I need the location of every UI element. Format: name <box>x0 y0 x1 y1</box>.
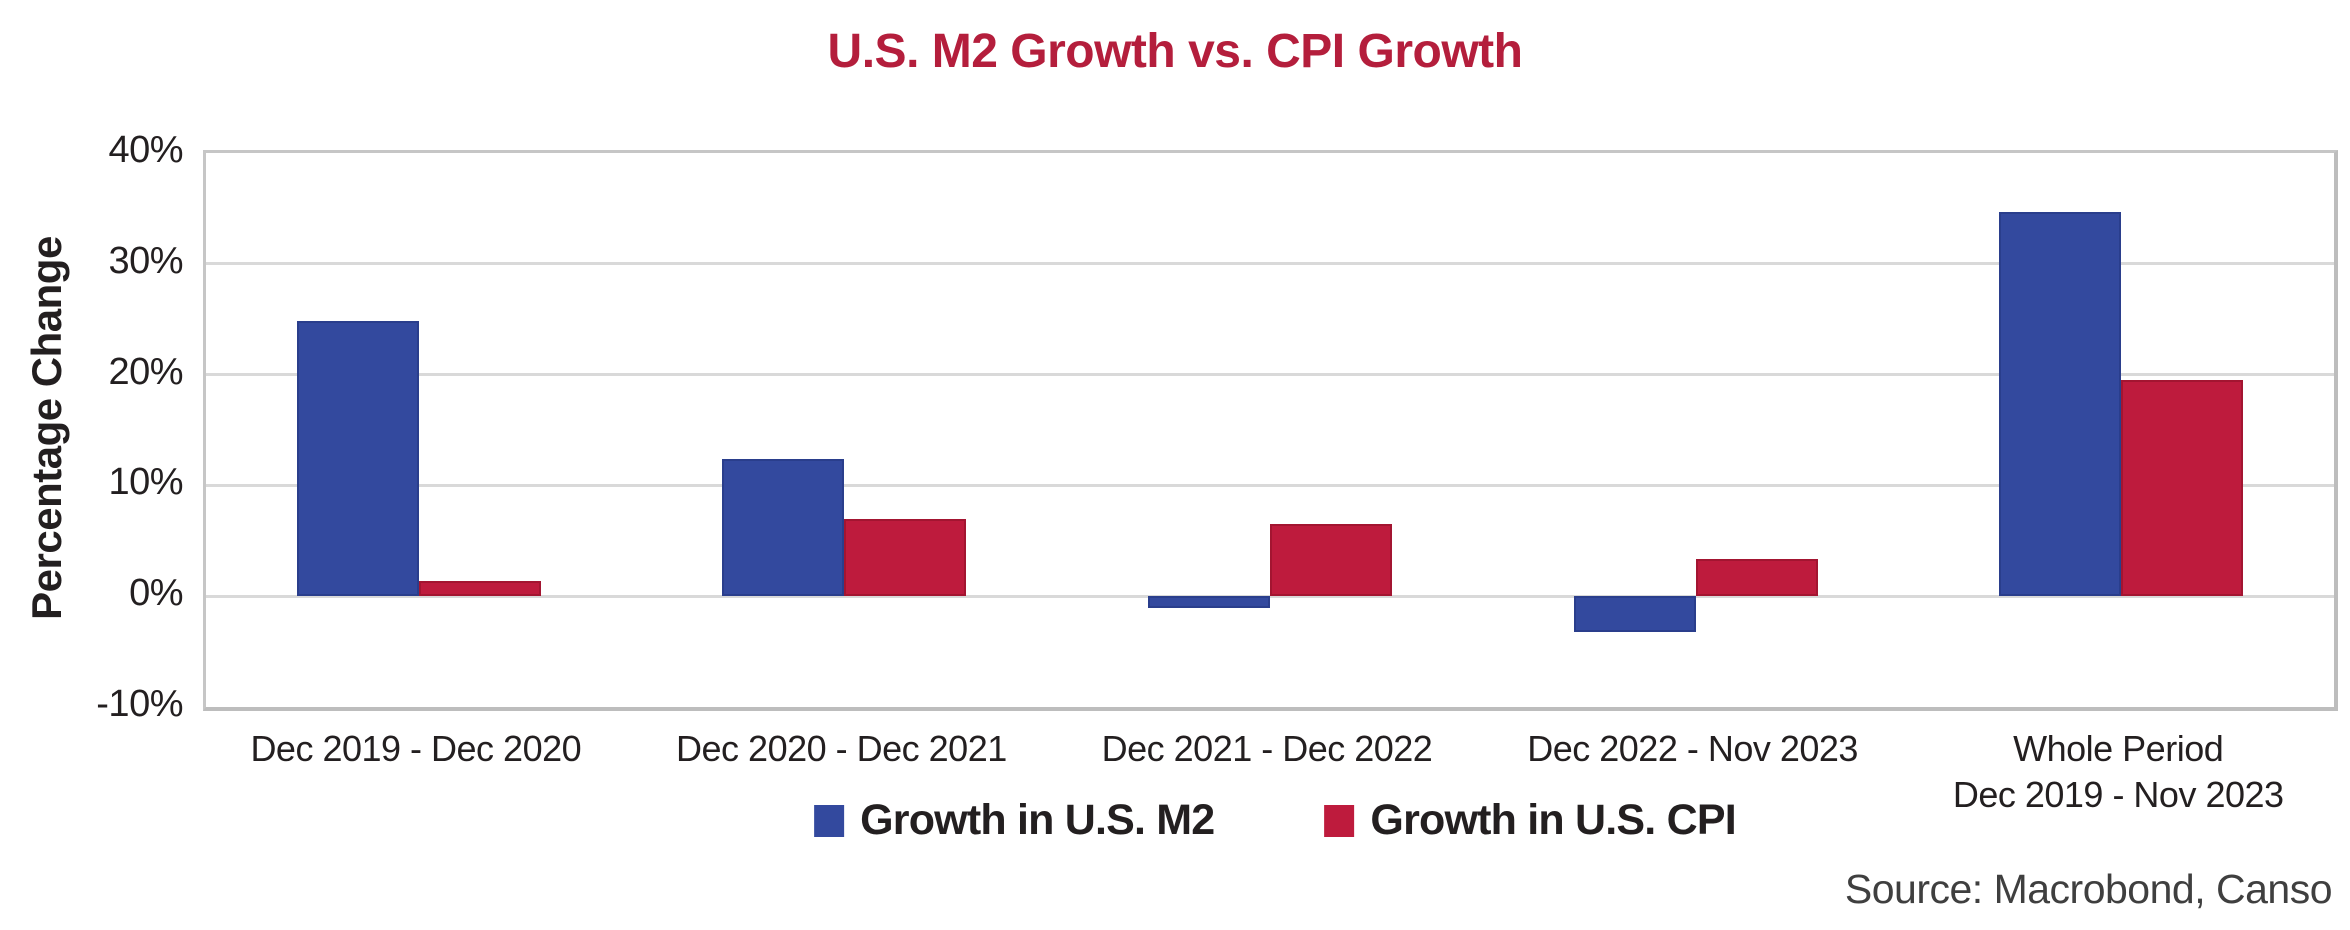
source-text: Source: Macrobond, Canso <box>1844 866 2333 912</box>
legend-swatch-icon <box>1324 804 1355 837</box>
y-tick-label-10: 10% <box>108 461 183 504</box>
chart-title: U.S. M2 Growth vs. CPI Growth <box>827 25 1523 78</box>
bar-cpi-group4 <box>1695 558 1818 597</box>
x-label-line: Dec 2022 - Nov 2023 <box>1527 728 1858 769</box>
bar-cpi-group5 <box>2121 380 2244 597</box>
x-label-line: Dec 2019 - Dec 2020 <box>250 728 582 769</box>
bar-cpi-group1 <box>418 580 541 597</box>
x-label-line: Dec 2021 - Dec 2022 <box>1101 728 1433 769</box>
x-category-label-3: Dec 2021 - Dec 2022 <box>1054 726 1480 772</box>
y-tick-label-40: 40% <box>108 129 183 171</box>
x-category-label-1: Dec 2019 - Dec 2020 <box>203 726 629 772</box>
gridline-0 <box>206 594 2334 598</box>
bar-cpi-group3 <box>1270 524 1392 597</box>
x-category-label-4: Dec 2022 - Nov 2023 <box>1480 726 1906 772</box>
bar-m2-group1 <box>296 321 419 597</box>
bar-cpi-group2 <box>844 518 967 597</box>
gridline-30 <box>206 262 2334 266</box>
legend-swatch-icon <box>814 804 845 837</box>
x-label-line: Dec 2020 - Dec 2021 <box>676 728 1007 769</box>
x-label-line: Whole Period <box>2013 728 2224 769</box>
y-tick-label-0: 0% <box>129 572 183 615</box>
bar-m2-group3 <box>1148 596 1270 609</box>
y-axis-title: Percentage Change <box>23 236 70 620</box>
plot-area <box>203 150 2338 711</box>
gridline-10 <box>206 483 2334 487</box>
y-tick-label-20: 20% <box>108 350 183 393</box>
bar-m2-group4 <box>1573 596 1696 632</box>
y-tick-label--10: -10% <box>96 683 183 725</box>
gridline-20 <box>206 373 2334 377</box>
legend-label: Growth in U.S. M2 <box>860 796 1215 844</box>
legend-item-m2: Growth in U.S. M2 <box>814 796 1215 845</box>
chart-legend: Growth in U.S. M2 Growth in U.S. CPI <box>814 796 1737 845</box>
x-category-label-2: Dec 2020 - Dec 2021 <box>629 726 1055 772</box>
x-category-label-5: Whole Period Dec 2019 - Nov 2023 <box>1905 726 2331 818</box>
x-label-line: Dec 2019 - Nov 2023 <box>1952 774 2284 815</box>
legend-label: Growth in U.S. CPI <box>1370 796 1736 844</box>
bar-m2-group5 <box>1999 211 2122 597</box>
legend-item-cpi: Growth in U.S. CPI <box>1324 796 1737 845</box>
bar-m2-group2 <box>722 458 845 597</box>
y-tick-label-30: 30% <box>108 239 183 282</box>
